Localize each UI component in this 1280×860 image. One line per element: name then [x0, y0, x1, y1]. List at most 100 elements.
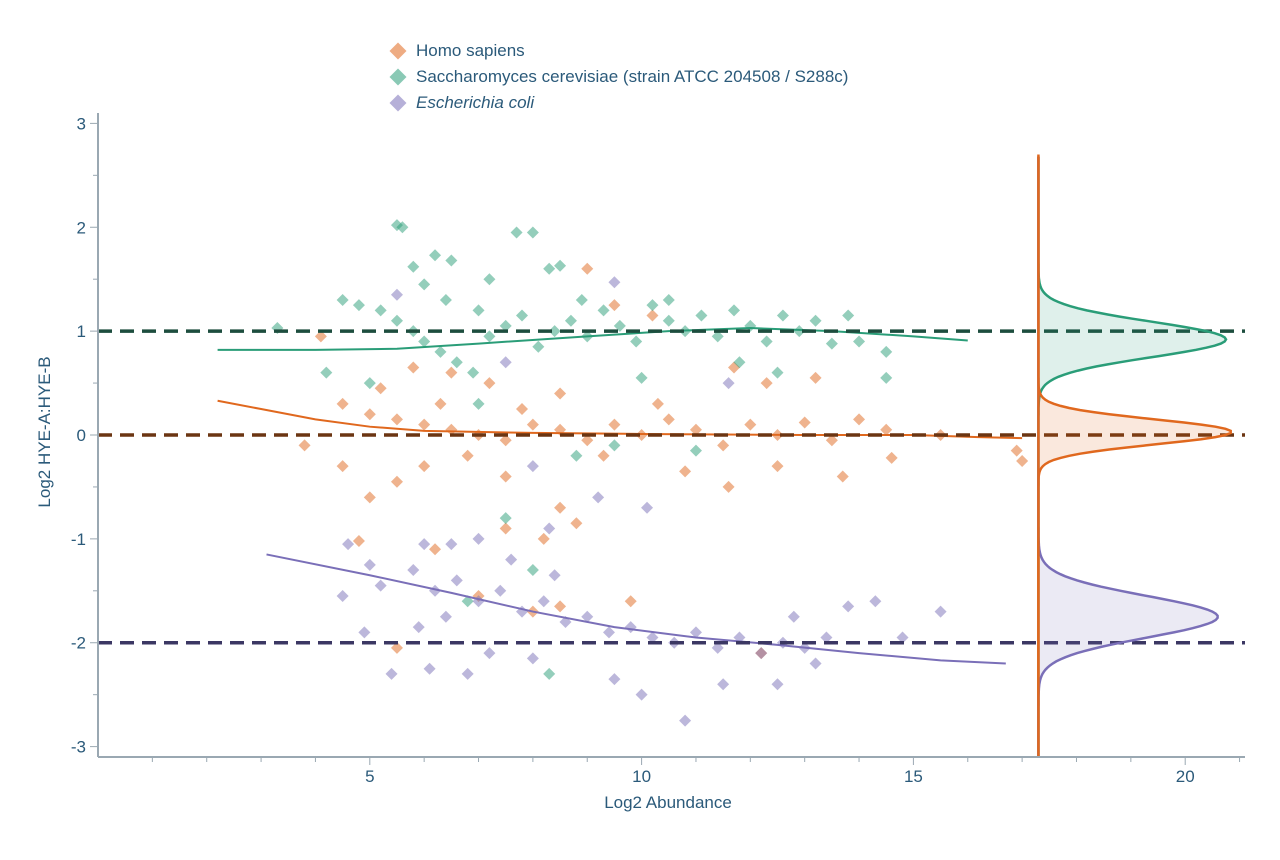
y-tick-label: 0	[77, 426, 86, 445]
data-point	[776, 309, 789, 322]
data-point	[717, 678, 730, 691]
data-point	[798, 416, 811, 429]
data-point	[581, 262, 594, 275]
data-point	[543, 522, 556, 535]
data-point	[390, 413, 403, 426]
data-point	[597, 449, 610, 462]
y-tick-label: 2	[77, 218, 86, 237]
legend-item-saccharomyces[interactable]: Saccharomyces cerevisiae (strain ATCC 20…	[386, 64, 848, 90]
data-point	[880, 345, 893, 358]
data-point	[853, 413, 866, 426]
data-point	[499, 434, 512, 447]
legend-item-homo-sapiens[interactable]: Homo sapiens	[386, 38, 848, 64]
data-point	[608, 439, 621, 452]
trend-line	[217, 327, 968, 351]
data-point	[793, 325, 806, 338]
legend-label: Saccharomyces cerevisiae (strain ATCC 20…	[416, 67, 849, 86]
data-point	[494, 584, 507, 597]
y-tick-label: -1	[71, 530, 86, 549]
diamond-marker-icon	[389, 94, 407, 112]
data-point	[483, 377, 496, 390]
data-point	[689, 444, 702, 457]
data-point	[461, 449, 474, 462]
plot-area	[98, 154, 1245, 757]
data-point	[711, 330, 724, 343]
data-point	[635, 429, 648, 441]
data-point	[646, 299, 659, 312]
data-point	[722, 480, 735, 493]
data-point	[771, 366, 784, 379]
data-point	[390, 288, 403, 301]
density-curve	[1037, 156, 1232, 757]
data-point	[429, 543, 442, 556]
data-point	[407, 260, 420, 273]
data-point	[472, 397, 485, 410]
x-tick-label: 15	[904, 767, 923, 786]
data-point	[744, 418, 757, 431]
data-point	[450, 574, 463, 587]
data-point	[374, 304, 387, 317]
density-fill	[1038, 154, 1218, 757]
data-point	[434, 397, 447, 410]
data-point	[472, 532, 485, 545]
data-point	[554, 600, 567, 613]
legend-item-escherichia-coli[interactable]: Escherichia coli	[386, 90, 848, 116]
data-point	[499, 512, 512, 525]
data-point	[396, 221, 409, 234]
data-point	[516, 309, 529, 322]
data-point	[602, 626, 615, 639]
data-point	[358, 626, 371, 639]
data-point	[390, 641, 403, 654]
data-point	[717, 439, 730, 452]
data-point	[374, 382, 387, 395]
legend: Homo sapiens Saccharomyces cerevisiae (s…	[386, 38, 848, 116]
data-point	[418, 538, 431, 551]
data-point	[554, 387, 567, 400]
data-point	[564, 314, 577, 327]
data-point	[461, 667, 474, 680]
data-point	[646, 631, 659, 644]
x-tick-label: 20	[1176, 767, 1195, 786]
data-point	[548, 325, 561, 338]
data-point	[853, 335, 866, 348]
data-point	[613, 319, 626, 332]
data-point	[314, 330, 327, 343]
data-point	[390, 314, 403, 327]
data-point	[352, 534, 365, 547]
data-point	[825, 337, 838, 350]
data-point	[608, 673, 621, 686]
data-point	[635, 688, 648, 701]
data-point	[505, 553, 518, 566]
data-point	[298, 439, 311, 452]
data-point	[483, 330, 496, 343]
data-point	[641, 501, 654, 514]
data-point	[418, 335, 431, 348]
data-point	[689, 423, 702, 436]
data-point	[407, 564, 420, 577]
data-point	[445, 538, 458, 551]
data-point	[760, 335, 773, 348]
data-point	[510, 226, 523, 239]
y-tick-label: 3	[77, 114, 86, 133]
data-point	[836, 470, 849, 483]
data-point	[624, 595, 637, 608]
data-point	[820, 631, 833, 644]
data-point	[722, 377, 735, 390]
data-point	[445, 254, 458, 267]
data-point	[809, 657, 822, 670]
data-point	[624, 621, 637, 634]
data-point	[336, 397, 349, 410]
data-point	[581, 434, 594, 447]
data-point	[385, 667, 398, 680]
data-point	[499, 319, 512, 332]
data-point	[581, 610, 594, 623]
data-point	[483, 273, 496, 286]
data-point	[543, 262, 556, 275]
data-point	[412, 621, 425, 634]
data-point	[635, 371, 648, 384]
data-point	[809, 371, 822, 384]
data-point	[434, 345, 447, 358]
data-point	[592, 491, 605, 504]
